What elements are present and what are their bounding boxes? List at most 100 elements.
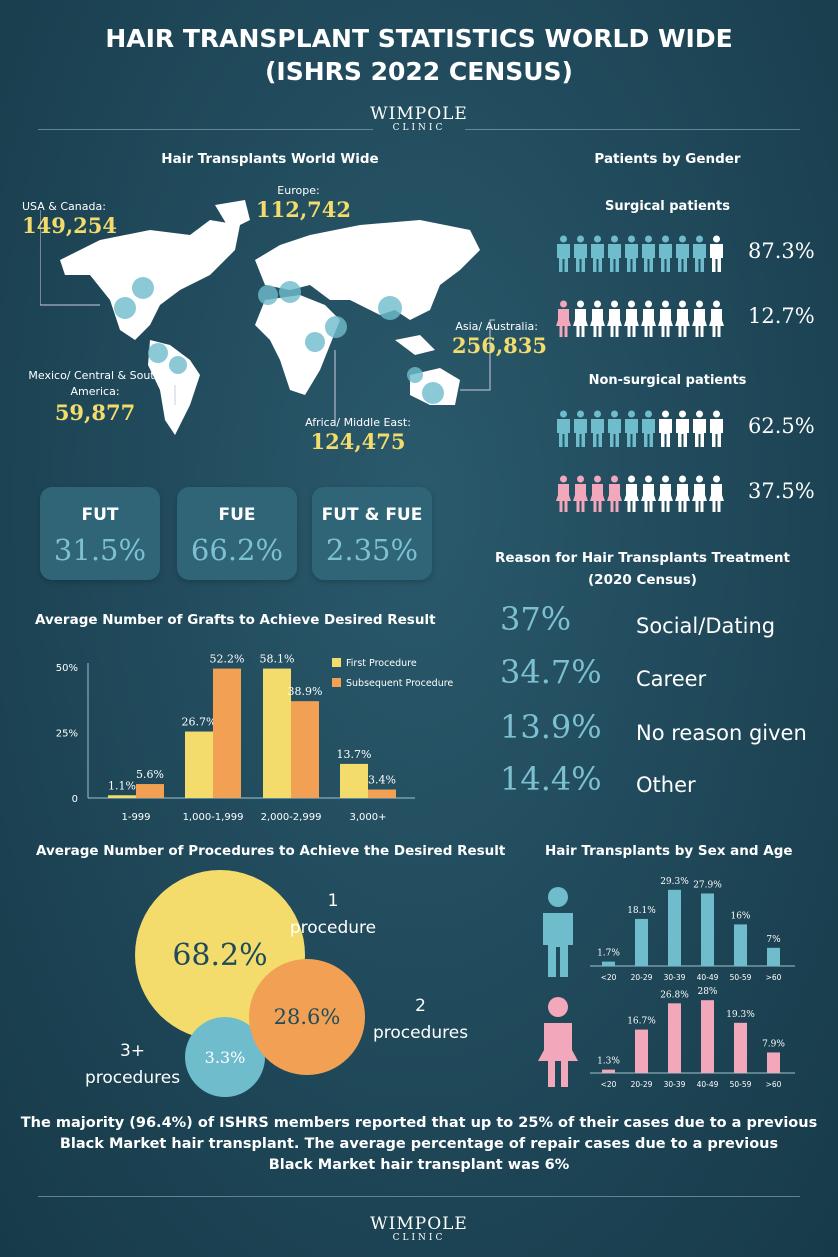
reason-value: 37% — [500, 600, 572, 638]
x-tick-label: >60 — [766, 973, 782, 982]
y-tick-label: 0 — [72, 794, 78, 805]
page-title: HAIR TRANSPLANT STATISTICS WORLD WIDE (IS… — [105, 24, 733, 86]
divider — [465, 129, 800, 130]
x-tick-label: >60 — [766, 1080, 782, 1089]
female-person-icon — [709, 475, 724, 512]
bar-male — [767, 947, 780, 966]
gender-heading: Patients by Gender — [594, 151, 741, 167]
data-label: 19.3% — [726, 1010, 755, 1020]
bar-female — [635, 1029, 648, 1073]
male-person-icon — [557, 235, 570, 272]
procedure-label: 3+ procedures — [84, 1041, 181, 1088]
bar-male — [734, 924, 747, 966]
bar-female — [602, 1069, 615, 1073]
data-label: 16.7% — [627, 1017, 656, 1027]
data-label: 1.7% — [597, 949, 620, 959]
data-label: 13.7% — [337, 748, 372, 761]
bar-first — [108, 795, 136, 798]
procedures-heading: Average Number of Procedures to Achieve … — [36, 843, 506, 859]
female-icon — [538, 997, 578, 1087]
reason-value: 34.7% — [500, 653, 602, 691]
people-row-female — [556, 475, 724, 512]
female-person-icon — [573, 475, 588, 512]
reason-label: Other — [636, 773, 696, 797]
female-person-icon — [692, 300, 707, 337]
technique-fue: FUE 66.2% — [177, 487, 297, 580]
data-label: 7.9% — [762, 1039, 785, 1049]
people-row-male — [556, 235, 724, 272]
divider — [38, 129, 373, 130]
x-tick-label: 2,000-2,999 — [261, 812, 322, 823]
data-label: 52.2% — [210, 653, 245, 666]
procedure-label: 1 procedure — [289, 891, 377, 938]
divider — [38, 1196, 800, 1197]
reasons-heading: Reason for Hair Transplants Treatment (20… — [495, 550, 790, 588]
region-latin-america: Mexico/ Central & South America: 59,877 — [28, 369, 162, 425]
x-tick-label: <20 — [601, 973, 617, 982]
male-person-icon — [625, 235, 638, 272]
data-label: 29.3% — [660, 877, 689, 887]
reason-value: 14.4% — [500, 760, 602, 798]
people-row-male — [556, 410, 724, 447]
male-person-icon — [659, 410, 672, 447]
bar-male — [701, 893, 714, 966]
male-person-icon — [574, 235, 587, 272]
legend-label: First Procedure — [346, 658, 417, 669]
x-tick-label: 1-999 — [121, 812, 150, 823]
bar-male — [668, 889, 681, 966]
male-person-icon — [608, 235, 621, 272]
x-tick-label: 30-39 — [664, 1080, 686, 1089]
female-person-icon — [556, 475, 571, 512]
x-tick-label: 1,000-1,999 — [183, 812, 244, 823]
data-label: 26.7% — [182, 716, 217, 729]
gender-percent: 37.5% — [748, 479, 815, 503]
female-person-icon — [624, 300, 639, 337]
female-person-icon — [607, 300, 622, 337]
bar-first — [263, 668, 291, 798]
female-person-icon — [590, 300, 605, 337]
bar-subsequent — [213, 668, 241, 798]
reason-value: 13.9% — [500, 708, 602, 746]
region-africa-middle-east: Africa/ Middle East: 124,475 — [305, 416, 411, 454]
gender-percent: 12.7% — [748, 304, 815, 328]
data-label: 58.1% — [260, 653, 295, 666]
y-tick-label: 50% — [56, 663, 78, 674]
x-tick-label: 40-49 — [697, 973, 719, 982]
male-person-icon — [693, 235, 706, 272]
bar-male — [635, 918, 648, 966]
female-person-icon — [709, 300, 724, 337]
male-person-icon — [557, 410, 570, 447]
female-person-icon — [624, 475, 639, 512]
bar-first — [185, 731, 213, 798]
reason-label: Social/Dating — [636, 614, 776, 638]
technique-fut: FUT 31.5% — [40, 487, 160, 580]
x-tick-label: 30-39 — [664, 973, 686, 982]
grafts-chart-title: Average Number of Grafts to Achieve Desi… — [35, 612, 436, 628]
wimpole-logo-footer: WIMPOLE CLINIC — [370, 1214, 468, 1243]
male-person-icon — [591, 410, 604, 447]
data-label: 5.6% — [136, 768, 164, 781]
data-label: 26.8% — [660, 990, 689, 1000]
male-person-icon — [676, 235, 689, 272]
female-person-icon — [658, 300, 673, 337]
region-usa-canada: USA & Canada: 149,254 — [22, 200, 117, 238]
x-tick-label: 20-29 — [631, 973, 653, 982]
world-map — [40, 200, 495, 435]
female-person-icon — [641, 475, 656, 512]
nonsurgical-label: Non-surgical patients — [588, 373, 747, 388]
x-tick-label: 50-59 — [730, 1080, 752, 1089]
age-chart-title: Hair Transplants by Sex and Age — [545, 843, 793, 859]
bubble-2-procedures: 28.6% — [249, 959, 365, 1075]
x-tick-label: 50-59 — [730, 973, 752, 982]
world-heading: Hair Transplants World Wide — [161, 151, 379, 167]
female-person-icon — [658, 475, 673, 512]
legend-swatch — [332, 678, 341, 687]
surgical-label: Surgical patients — [604, 199, 731, 214]
bar-first — [340, 763, 368, 798]
female-person-icon — [590, 475, 605, 512]
data-label: 7% — [766, 935, 781, 945]
bar-female — [701, 1000, 714, 1073]
data-label: 27.9% — [693, 880, 722, 890]
male-person-icon — [591, 235, 604, 272]
legend-swatch — [332, 658, 341, 667]
